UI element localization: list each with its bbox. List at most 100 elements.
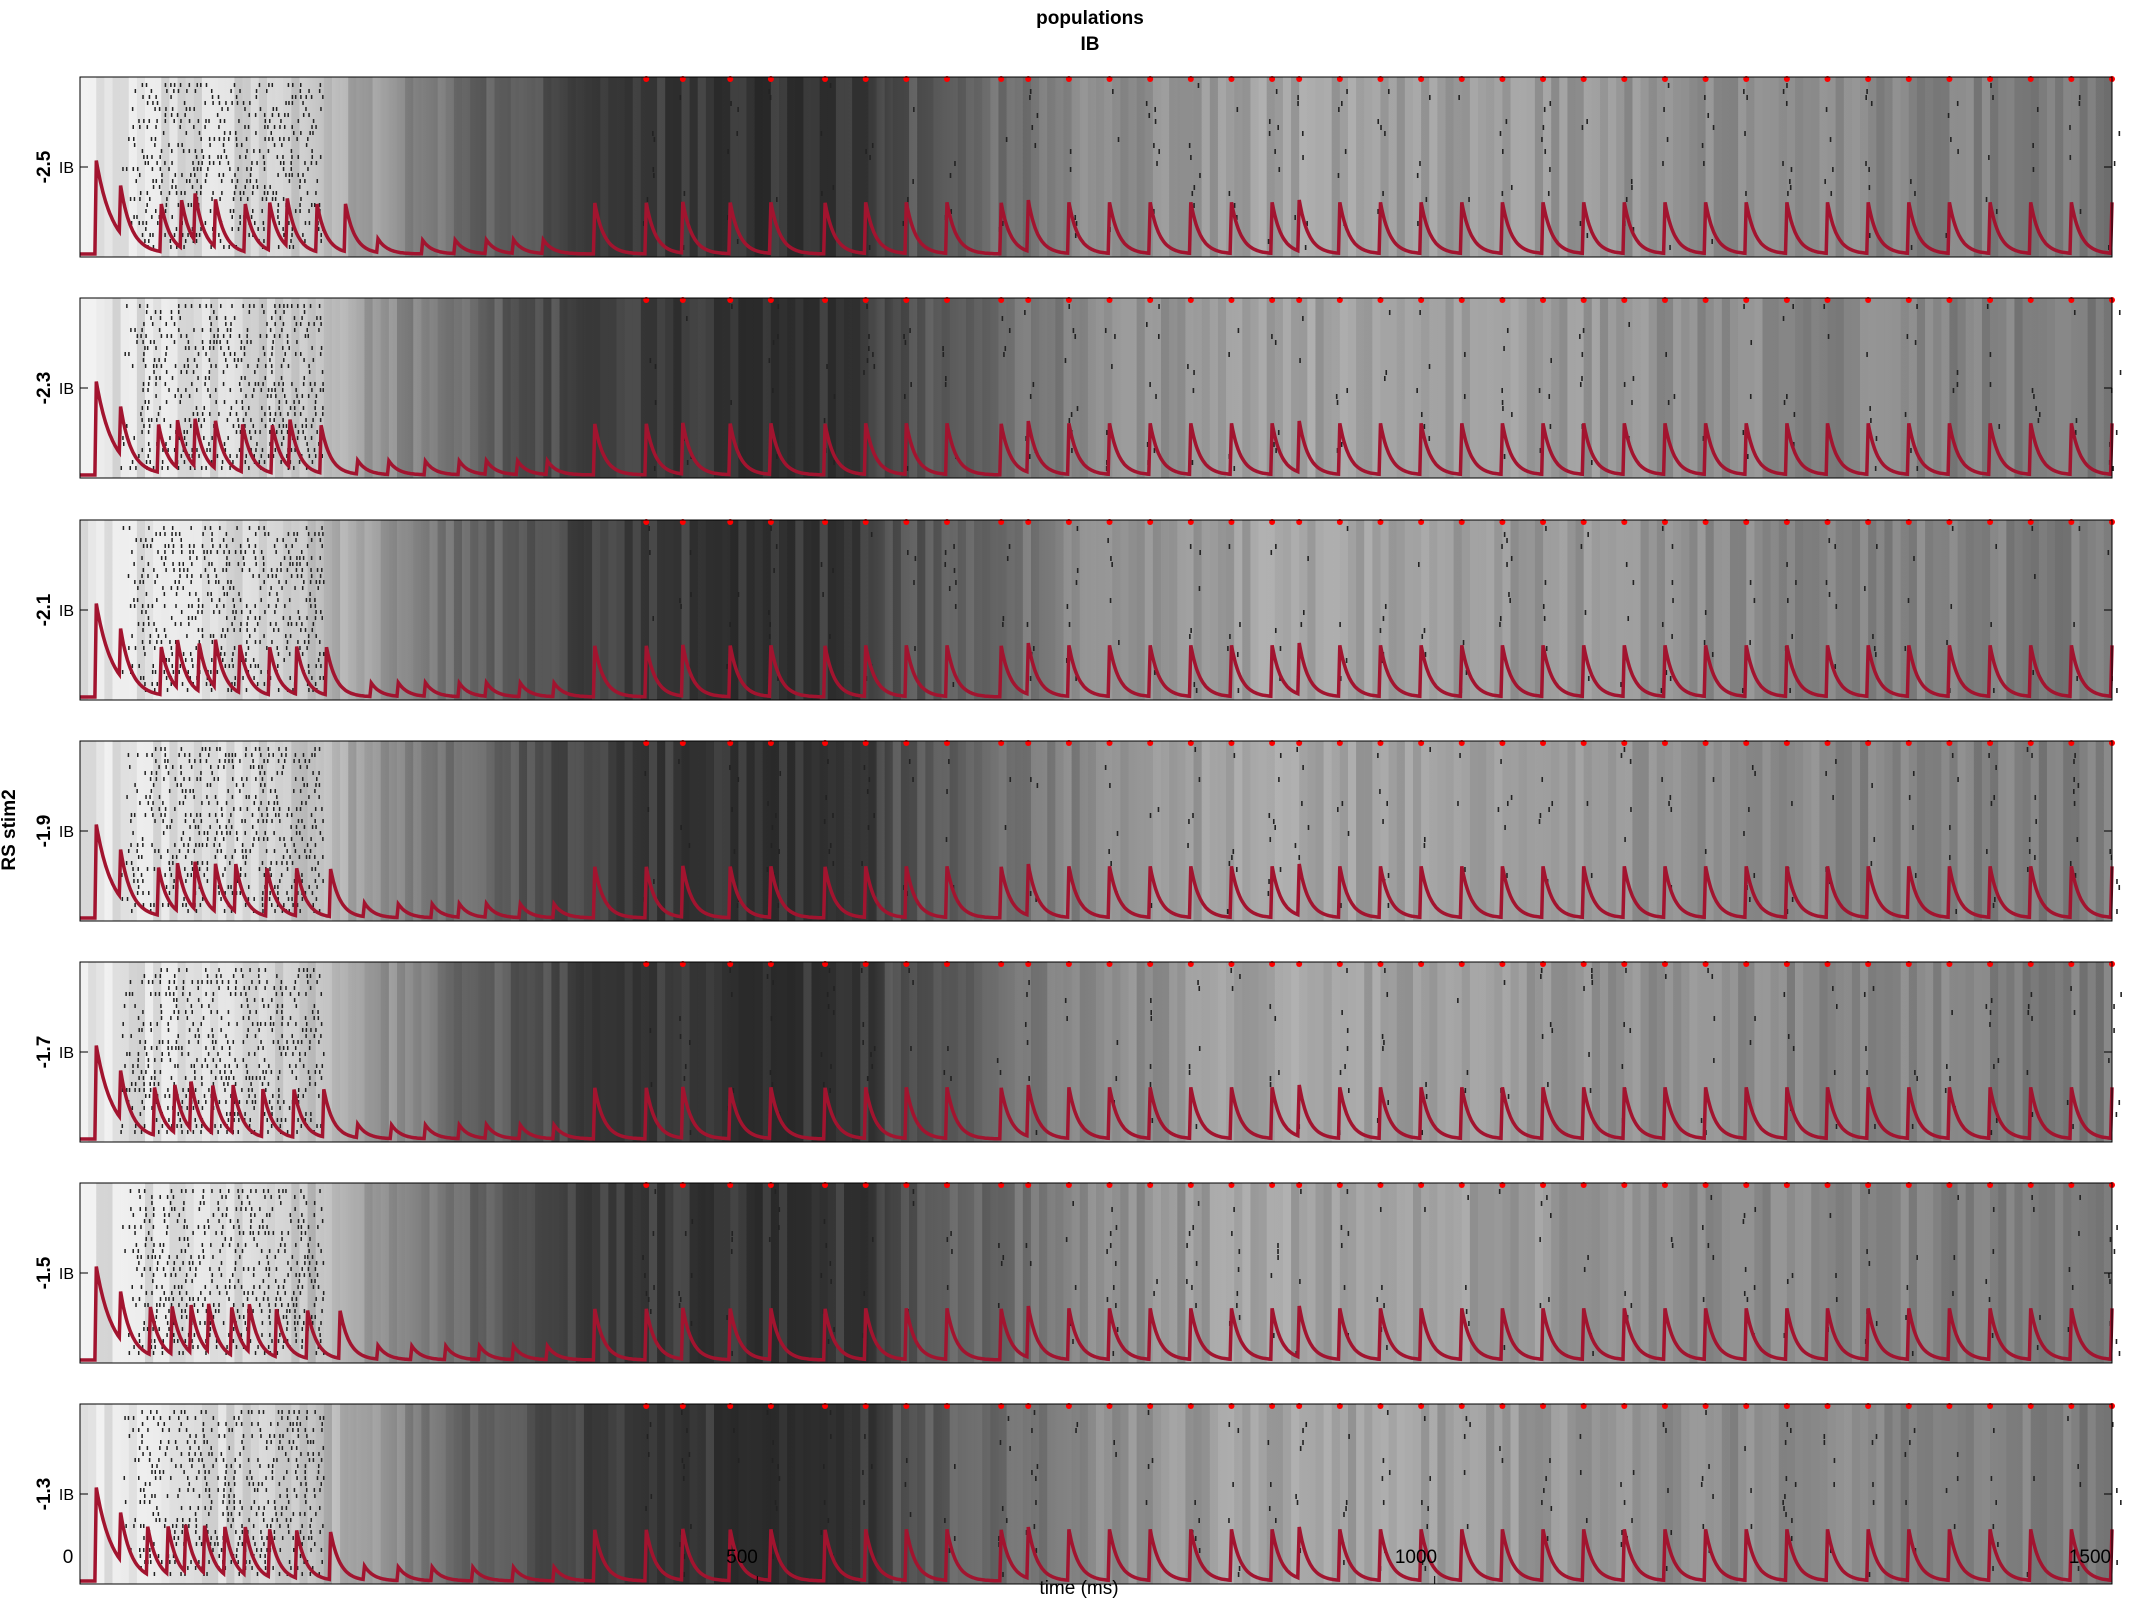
shade-band bbox=[811, 298, 820, 478]
shade-band bbox=[698, 741, 706, 921]
shade-band bbox=[535, 77, 544, 257]
shade-band bbox=[1981, 962, 1991, 1142]
population-trace bbox=[80, 603, 2114, 699]
shade-band bbox=[1551, 741, 1559, 921]
shade-band bbox=[1210, 298, 1218, 478]
shade-band bbox=[112, 1183, 121, 1363]
shade-band bbox=[827, 77, 836, 257]
shade-band bbox=[1120, 741, 1128, 921]
shade-band bbox=[193, 741, 202, 921]
shade-band bbox=[1933, 520, 1941, 700]
panel-background bbox=[80, 77, 2112, 257]
shade-band bbox=[990, 298, 999, 478]
shade-band bbox=[1006, 77, 1015, 257]
population-label: IB bbox=[59, 1045, 74, 1062]
shade-band bbox=[600, 1183, 609, 1363]
shade-band bbox=[1795, 962, 1804, 1142]
shade-band bbox=[616, 298, 625, 478]
shade-band bbox=[1217, 298, 1227, 478]
shade-band bbox=[1022, 77, 1031, 257]
panel-5: IB-1.5 bbox=[34, 1182, 2121, 1364]
shade-band bbox=[128, 1183, 137, 1363]
shade-band bbox=[250, 520, 259, 700]
shade-band bbox=[900, 520, 910, 700]
shade-band bbox=[2071, 741, 2080, 921]
shade-band bbox=[1396, 741, 1405, 921]
shade-band bbox=[1673, 962, 1682, 1142]
shade-band bbox=[104, 298, 112, 478]
shade-band bbox=[1543, 298, 1552, 478]
shade-band bbox=[250, 298, 259, 478]
shade-band bbox=[1551, 77, 1560, 257]
shade-band bbox=[1965, 520, 1974, 700]
shade-band bbox=[1778, 741, 1787, 921]
shade-band bbox=[1266, 962, 1275, 1142]
shade-band bbox=[372, 77, 381, 257]
population-trace bbox=[80, 160, 2114, 256]
shade-band bbox=[1722, 962, 1730, 1142]
shade-band bbox=[1795, 741, 1803, 921]
shade-band bbox=[1096, 77, 1104, 257]
shade-band bbox=[884, 1183, 893, 1363]
shade-band bbox=[1380, 962, 1389, 1142]
shade-band bbox=[1933, 77, 1942, 257]
shade-band bbox=[795, 741, 804, 921]
shade-band bbox=[803, 298, 812, 478]
shade-band bbox=[405, 77, 414, 257]
shade-band bbox=[494, 962, 503, 1142]
shade-band bbox=[1729, 77, 1739, 257]
shade-band bbox=[1177, 298, 1186, 478]
shade-band bbox=[1762, 77, 1771, 257]
shade-band bbox=[746, 77, 754, 257]
shade-band bbox=[1771, 962, 1779, 1142]
shade-band bbox=[754, 77, 763, 257]
shade-band bbox=[2079, 77, 2088, 257]
shade-band bbox=[608, 741, 616, 921]
shade-band bbox=[860, 298, 869, 478]
shade-band bbox=[397, 1183, 405, 1363]
shade-band bbox=[933, 298, 941, 478]
shade-band bbox=[1347, 77, 1357, 257]
shade-band bbox=[1876, 298, 1885, 478]
shade-band bbox=[88, 741, 97, 921]
shade-band bbox=[1120, 77, 1129, 257]
shade-band bbox=[1096, 962, 1104, 1142]
shade-band bbox=[705, 962, 714, 1142]
shade-band bbox=[153, 77, 162, 257]
shade-band bbox=[990, 962, 998, 1142]
shade-band bbox=[437, 77, 446, 257]
shade-band bbox=[1242, 298, 1251, 478]
shade-band bbox=[1892, 77, 1901, 257]
shade-band bbox=[323, 77, 332, 257]
shade-band bbox=[1446, 520, 1454, 700]
shade-band bbox=[234, 741, 243, 921]
shade-band bbox=[1478, 77, 1486, 257]
shade-band bbox=[738, 741, 747, 921]
shade-band bbox=[1559, 741, 1568, 921]
shade-band bbox=[1226, 77, 1235, 257]
shade-band bbox=[1852, 741, 1860, 921]
shade-band bbox=[1998, 741, 2007, 921]
shade-band bbox=[1087, 520, 1096, 700]
shade-band bbox=[844, 520, 852, 700]
shade-band bbox=[462, 77, 470, 257]
shade-band bbox=[958, 298, 966, 478]
shade-band bbox=[2096, 741, 2104, 921]
shade-band bbox=[364, 741, 373, 921]
shade-band bbox=[2047, 298, 2055, 478]
shade-band bbox=[1519, 298, 1527, 478]
shade-band bbox=[1478, 298, 1486, 478]
shade-band bbox=[974, 77, 982, 257]
shade-band bbox=[2063, 520, 2072, 700]
shade-band bbox=[1380, 77, 1389, 257]
shade-band bbox=[120, 77, 129, 257]
shade-band bbox=[860, 962, 869, 1142]
shade-band bbox=[1981, 298, 1991, 478]
shade-band bbox=[762, 298, 771, 478]
shade-band bbox=[470, 77, 479, 257]
shade-band bbox=[917, 1183, 926, 1363]
shade-band bbox=[470, 962, 478, 1142]
shade-band bbox=[1250, 77, 1258, 257]
population-trace bbox=[80, 1045, 2114, 1141]
shade-band bbox=[1998, 77, 2006, 257]
